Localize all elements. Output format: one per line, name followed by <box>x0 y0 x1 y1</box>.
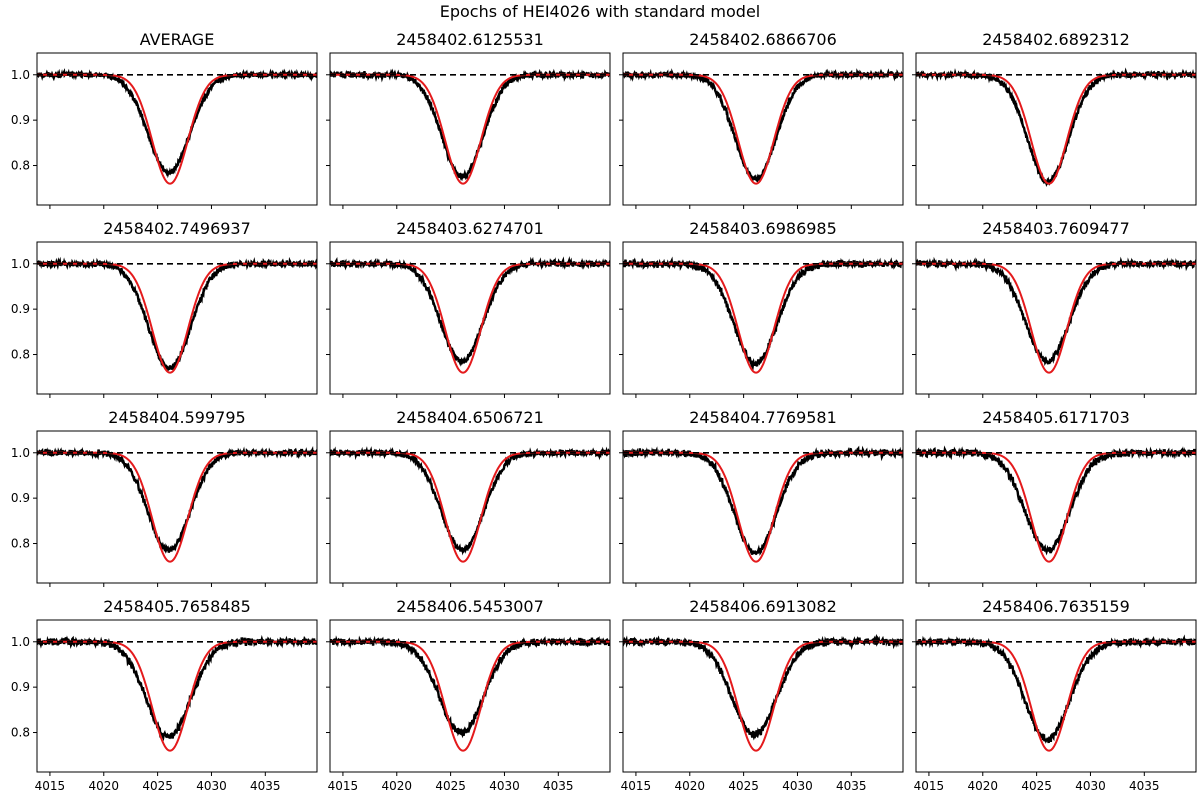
x-tick-label: 4025 <box>435 779 466 793</box>
panel-title: 2458406.6913082 <box>689 597 837 616</box>
y-tick-label: 0.8 <box>11 537 30 551</box>
x-tick-label: 4025 <box>728 779 759 793</box>
panel-frame <box>915 52 1197 206</box>
y-tick-label: 0.9 <box>11 302 30 316</box>
observed-spectrum-line <box>37 446 317 554</box>
y-tick-label: 0.9 <box>11 680 30 694</box>
panel-title: 2458404.599795 <box>108 408 245 427</box>
observed-spectrum-line <box>330 68 610 182</box>
model-line <box>37 640 317 752</box>
observed-spectrum-line <box>916 67 1196 187</box>
x-tick-label: 4035 <box>1129 779 1160 793</box>
y-tick-label: 0.9 <box>11 113 30 127</box>
panel-frame <box>329 52 611 206</box>
panel-frame <box>36 619 318 773</box>
x-tick-label: 4015 <box>914 779 945 793</box>
panel-title: 2458405.6171703 <box>982 408 1130 427</box>
y-tick-label: 0.8 <box>11 726 30 740</box>
panel-title: 2458405.7658485 <box>103 597 251 616</box>
panel-title: 2458403.6274701 <box>396 219 544 238</box>
x-tick-label: 4030 <box>782 779 813 793</box>
y-tick-label: 1.0 <box>11 446 30 460</box>
observed-spectrum-line <box>330 256 610 367</box>
panel-title: 2458402.6866706 <box>689 30 837 49</box>
model-line <box>623 640 903 752</box>
x-tick-label: 4015 <box>35 779 66 793</box>
model-line <box>916 262 1196 374</box>
model-line <box>623 73 903 185</box>
y-tick-label: 1.0 <box>11 635 30 649</box>
y-tick-label: 0.8 <box>11 159 30 173</box>
panel-frame <box>36 52 318 206</box>
panel-frame <box>36 241 318 395</box>
observed-spectrum-line <box>330 446 610 556</box>
observed-spectrum-line <box>37 634 317 742</box>
panel-title: 2458403.7609477 <box>982 219 1130 238</box>
x-tick-label: 4025 <box>1021 779 1052 793</box>
panel-title: 2458402.6892312 <box>982 30 1130 49</box>
model-line <box>330 640 610 752</box>
x-tick-label: 4020 <box>88 779 119 793</box>
panel-title: 2458404.7769581 <box>689 408 837 427</box>
panel-frame <box>622 619 904 773</box>
x-tick-label: 4020 <box>967 779 998 793</box>
observed-spectrum-line <box>37 68 317 179</box>
y-tick-label: 1.0 <box>11 257 30 271</box>
x-tick-label: 4030 <box>196 779 227 793</box>
panel-frame <box>329 241 611 395</box>
observed-spectrum-line <box>623 68 903 183</box>
x-tick-label: 4020 <box>381 779 412 793</box>
observed-spectrum-line <box>916 634 1196 744</box>
x-tick-label: 4015 <box>328 779 359 793</box>
panel-frame <box>622 241 904 395</box>
model-line <box>37 262 317 374</box>
model-line <box>916 73 1196 185</box>
observed-spectrum-line <box>37 256 317 372</box>
y-tick-label: 0.9 <box>11 491 30 505</box>
panel-title: 2458404.6506721 <box>396 408 544 427</box>
panel-title: 2458403.6986985 <box>689 219 837 238</box>
panel-title: 2458406.5453007 <box>396 597 544 616</box>
x-tick-label: 4035 <box>836 779 867 793</box>
observed-spectrum-line <box>623 256 903 372</box>
figure-title: Epochs of HEI4026 with standard model <box>439 2 761 21</box>
observed-spectrum-line <box>330 635 610 739</box>
panel-frame <box>622 430 904 584</box>
x-tick-label: 4030 <box>1075 779 1106 793</box>
panel-frame <box>915 430 1197 584</box>
observed-spectrum-line <box>623 633 903 741</box>
observed-spectrum-line <box>916 445 1196 556</box>
panel-title: 2458402.6125531 <box>396 30 544 49</box>
model-line <box>916 451 1196 563</box>
panel-frame <box>329 619 611 773</box>
y-tick-label: 1.0 <box>11 68 30 82</box>
x-tick-label: 4015 <box>621 779 652 793</box>
observed-spectrum-line <box>916 256 1196 366</box>
panel-frame <box>329 430 611 584</box>
panel-frame <box>36 430 318 584</box>
panel-frame <box>915 619 1197 773</box>
panel-frame <box>915 241 1197 395</box>
x-tick-label: 4035 <box>543 779 574 793</box>
x-tick-label: 4020 <box>674 779 705 793</box>
panel-title: 2458402.7496937 <box>103 219 251 238</box>
x-tick-label: 4030 <box>489 779 520 793</box>
observed-spectrum-line <box>623 445 903 556</box>
x-tick-label: 4035 <box>250 779 281 793</box>
x-tick-label: 4025 <box>142 779 173 793</box>
panel-frame <box>622 52 904 206</box>
y-tick-label: 0.8 <box>11 348 30 362</box>
panel-title: 2458406.7635159 <box>982 597 1130 616</box>
panel-title: AVERAGE <box>140 30 215 49</box>
